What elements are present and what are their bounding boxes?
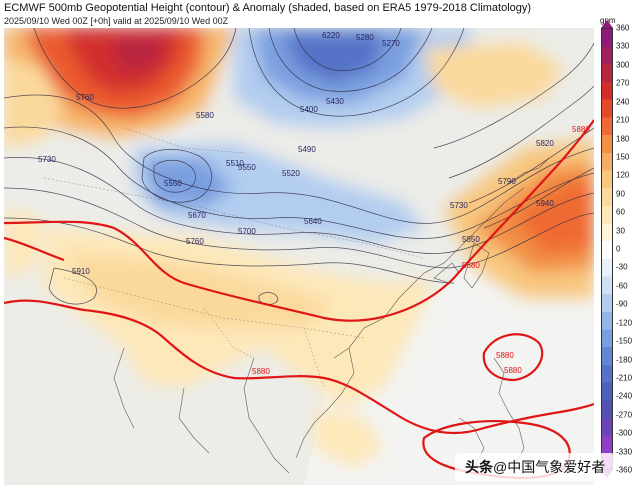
- contour-label: 5400: [300, 105, 318, 114]
- colorbar-tick-label: -270: [616, 410, 633, 420]
- contour-label: 5880: [252, 367, 270, 376]
- contour-label: 5820: [536, 139, 554, 148]
- colorbar-tick-label: 330: [616, 41, 630, 51]
- colorbar-tick-label: 270: [616, 78, 630, 88]
- colorbar-tick-label: -360: [616, 465, 633, 475]
- contour-labels: 5760 5580 5730 5400 5430 6220 5280 5270 …: [38, 31, 590, 376]
- colorbar: [601, 28, 613, 470]
- watermark: 头条@中国气象爱好者: [455, 453, 616, 481]
- contour-label: 5880: [462, 261, 480, 270]
- colorbar-tick-label: 150: [616, 152, 630, 162]
- coastlines: [113, 157, 550, 474]
- contour-label: 5430: [326, 97, 344, 106]
- contour-label: 5880: [572, 125, 590, 134]
- contour-label: 5910: [72, 267, 90, 276]
- contour-label: 5760: [186, 237, 204, 246]
- contour-label: 5270: [382, 39, 400, 48]
- contour-label: 5730: [450, 201, 468, 210]
- colorbar-tick-label: 180: [616, 134, 630, 143]
- contour-label: 5850: [462, 235, 480, 244]
- contour-label: 5490: [298, 145, 316, 154]
- colorbar-tick-label: -30: [616, 262, 628, 272]
- chart-subtitle: 2025/09/10 Wed 00Z [+0h] valid at 2025/0…: [4, 16, 229, 26]
- contour-label: 5640: [304, 217, 322, 226]
- colorbar-tick-label: 30: [616, 226, 625, 236]
- contour-label: 5700: [238, 227, 256, 236]
- colorbar-tick-label: 60: [616, 207, 625, 217]
- colorbar-tick-label: -330: [616, 447, 633, 457]
- contour-label: 5760: [76, 93, 94, 102]
- colorbar-tick-label: 90: [616, 189, 625, 199]
- colorbar-tick-label: 0: [616, 244, 621, 254]
- colorbar-tick-label: -300: [616, 428, 633, 438]
- colorbar-ticks: 360 330 300 270 240 210 180 150 120 90 60 30 0 -30 -60…: [616, 24, 640, 475]
- colorbar-tick-label: -60: [616, 281, 628, 291]
- colorbar-tick-label: -210: [616, 373, 633, 383]
- colorbar-tick-label: -240: [616, 391, 633, 401]
- colorbar-tick-label: -90: [616, 299, 628, 309]
- colorbar-tick-label: 240: [616, 97, 630, 107]
- colorbar-tick-label: -120: [616, 318, 633, 328]
- watermark-brand: 头条: [465, 459, 493, 475]
- contour-label: 5510: [226, 159, 244, 168]
- colorbar-arrow-up-icon: [601, 20, 613, 28]
- chart-title: ECMWF 500mb Geopotential Height (contour…: [4, 2, 532, 14]
- contour-label: 5730: [38, 155, 56, 164]
- watermark-text: @中国气象爱好者: [493, 459, 606, 475]
- contour-label: 6220: [322, 31, 340, 40]
- contour-label: 5880: [504, 366, 522, 375]
- colorbar-tick-label: 120: [616, 170, 630, 180]
- contour-label: 5880: [496, 351, 514, 360]
- contour-label: 5520: [282, 169, 300, 178]
- colorbar-tick-label: 360: [616, 23, 630, 33]
- colorbar-tick-label: -180: [616, 355, 633, 364]
- contour-label: 5940: [536, 199, 554, 208]
- anomaly-shading: [4, 28, 594, 468]
- weather-map[interactable]: 5760 5580 5730 5400 5430 6220 5280 5270 …: [4, 28, 594, 485]
- contour-label: 5580: [196, 111, 214, 120]
- title-block: ECMWF 500mb Geopotential Height (contour…: [4, 2, 594, 26]
- contour-label: 5670: [188, 211, 206, 220]
- contour-label: 5550: [164, 179, 182, 188]
- colorbar-tick-label: 210: [616, 115, 630, 125]
- contour-label: 5550: [238, 163, 256, 172]
- map-canvas: 5760 5580 5730 5400 5430 6220 5280 5270 …: [4, 28, 594, 485]
- colorbar-tick-label: 300: [616, 60, 630, 70]
- contour-label: 5280: [356, 33, 374, 42]
- colorbar-tick-label: -150: [616, 336, 633, 346]
- contour-label: 5790: [498, 177, 516, 186]
